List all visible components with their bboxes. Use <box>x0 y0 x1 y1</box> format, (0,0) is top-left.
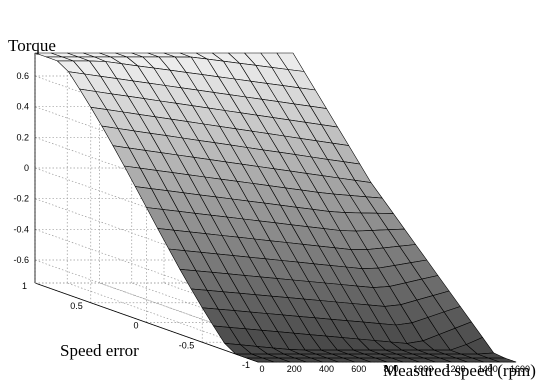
z-axis-title: Torque <box>8 36 56 55</box>
z-tick-label: -0.6 <box>13 255 29 265</box>
x-tick-label: 0 <box>259 364 264 374</box>
y-tick-label: 0 <box>133 321 138 331</box>
z-tick-label: 0.6 <box>16 71 29 81</box>
y-axis-title: Speed error <box>60 341 139 360</box>
x-tick-label: 200 <box>287 364 302 374</box>
z-tick-label: -0.4 <box>13 224 29 234</box>
z-tick-label: 0.4 <box>16 102 29 112</box>
x-tick-label: 400 <box>319 364 334 374</box>
y-axis-line <box>34 282 259 363</box>
x-tick-label: 800 <box>383 364 398 374</box>
x-tick-label: 600 <box>351 364 366 374</box>
z-tick-label: 0.2 <box>16 132 29 142</box>
y-tick-label: -1 <box>242 360 250 370</box>
y-tick-label: -0.5 <box>179 340 195 350</box>
tick-layer: -0.6 -0.4 -0.2 0 0.2 0.4 0.6 -1 -0.5 0 0.5 1 0 200 400… <box>13 71 530 374</box>
z-tick-label: 0 <box>24 163 29 173</box>
y-tick-label: 1 <box>22 281 27 291</box>
x-tick-label: 1400 <box>478 364 498 374</box>
x-tick-label: 1600 <box>510 364 530 374</box>
x-tick-label: 1200 <box>445 364 465 374</box>
z-tick-label: -0.2 <box>13 194 29 204</box>
y-tick-label: 0.5 <box>70 301 83 311</box>
surface-layer <box>34 52 517 363</box>
x-axis-title: Measured speed (rpm) <box>383 361 536 380</box>
x-tick-label: 1000 <box>413 364 433 374</box>
surface-patch <box>488 357 517 363</box>
